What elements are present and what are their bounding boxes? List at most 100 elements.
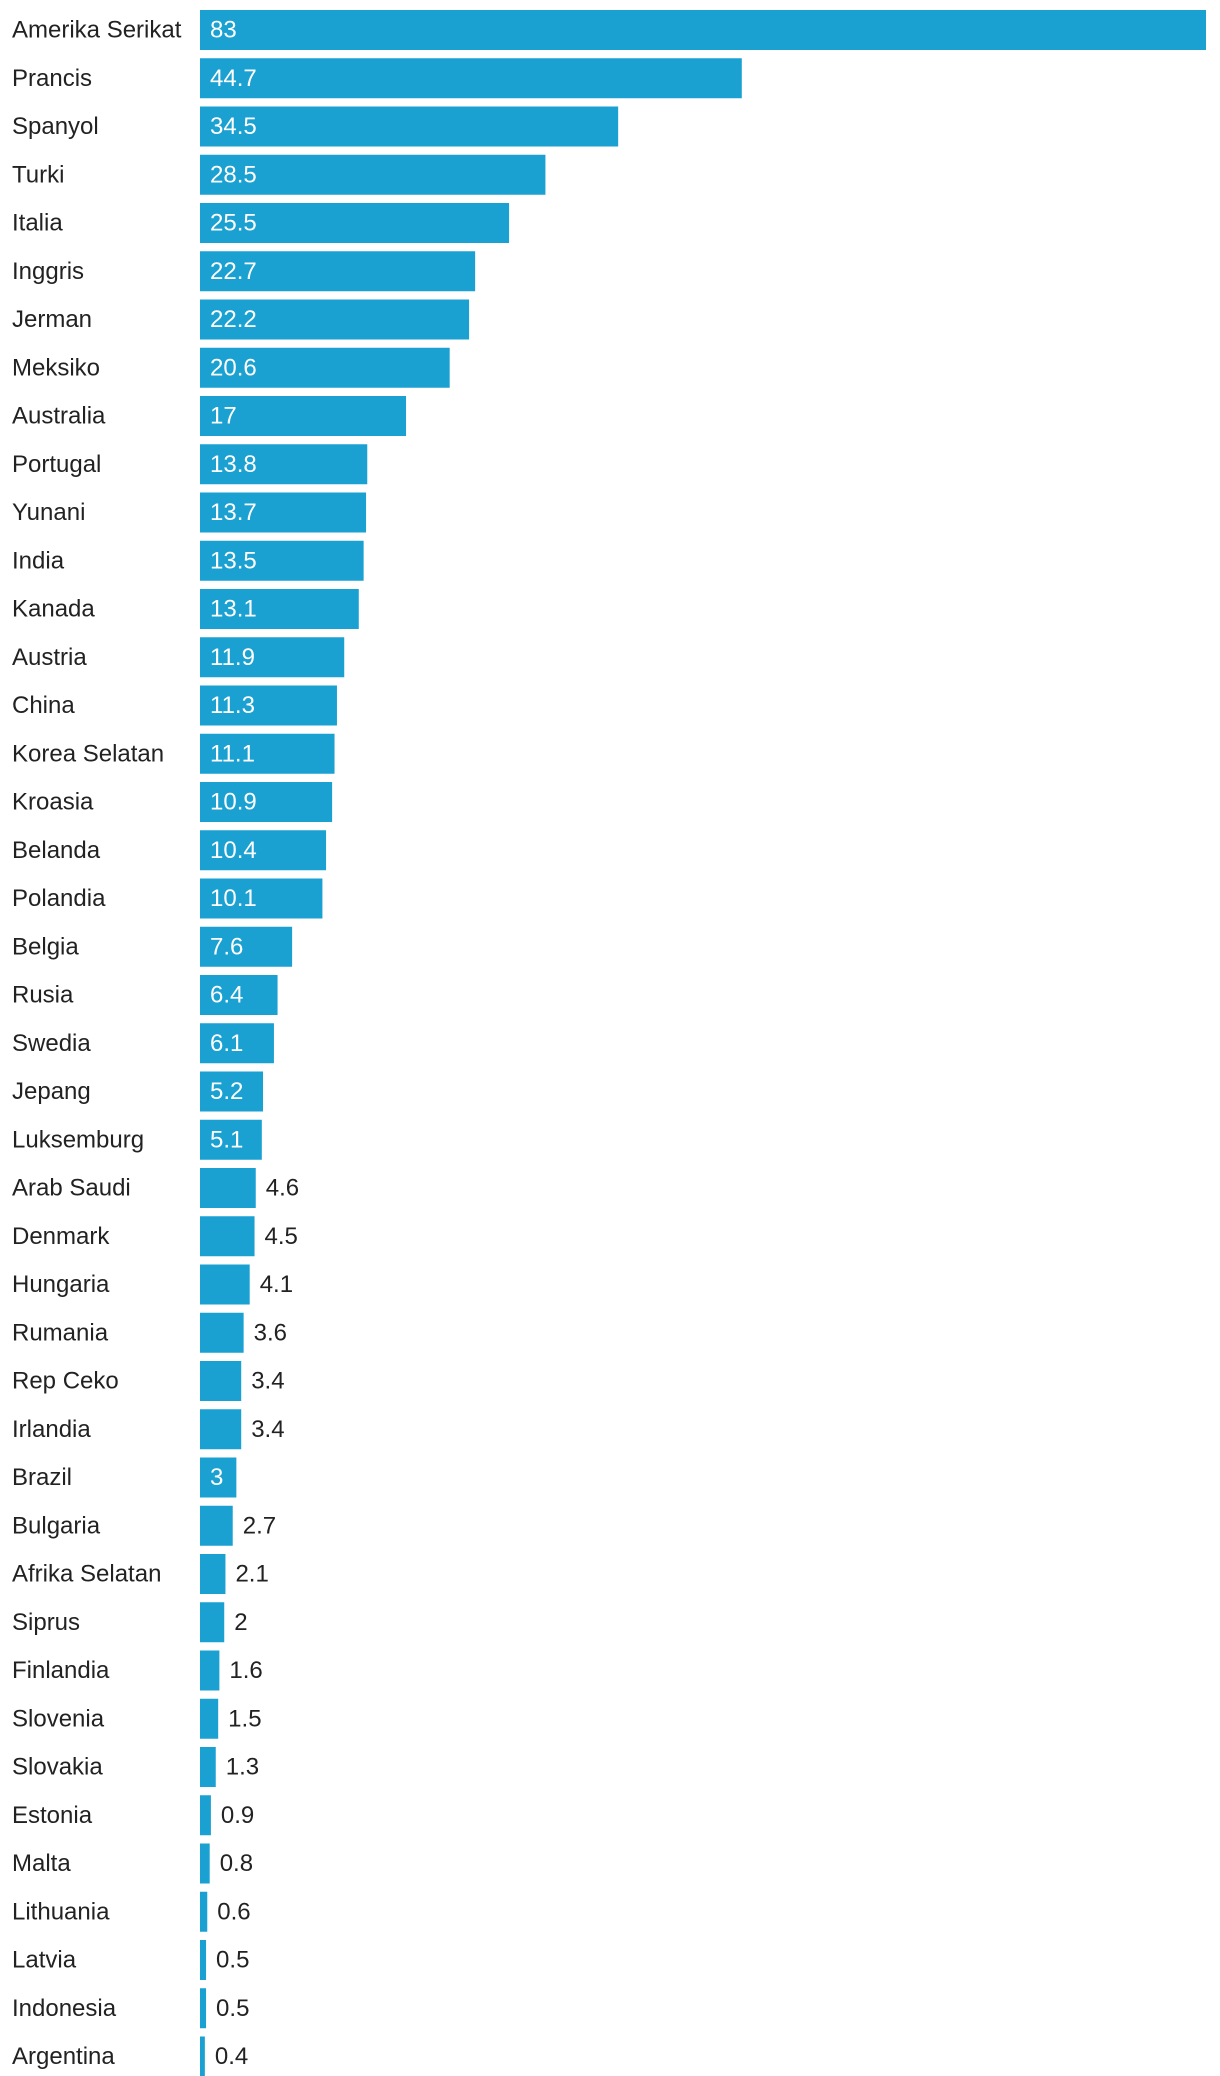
value-label-siprus: 2 [234,1609,247,1636]
bar-rusia [200,975,278,1015]
category-label-jerman: Jerman [12,306,92,333]
value-label-polandia: 10.1 [210,885,257,912]
category-label-spanyol: Spanyol [12,113,99,140]
category-label-australia: Australia [12,403,106,430]
category-label-austria: Austria [12,644,87,671]
category-label-afrika-selatan: Afrika Selatan [12,1561,161,1588]
category-label-malta: Malta [12,1850,71,1877]
bar-rep-ceko [200,1361,242,1401]
category-label-belanda: Belanda [12,837,101,864]
value-label-korea-selatan: 11.1 [210,740,255,767]
bar-india [200,540,364,581]
category-label-polandia: Polandia [12,885,106,912]
bar-korea-selatan [200,733,335,774]
bar-lithuania [200,1891,208,1932]
bar-meksiko [200,347,450,388]
value-label-irlandia: 3.4 [251,1416,284,1443]
bar-china [200,685,337,726]
category-label-rusia: Rusia [12,982,74,1009]
bar-malta [200,1843,210,1884]
category-label-inggris: Inggris [12,258,84,285]
value-label-italia: 25.5 [210,210,257,237]
value-label-rusia: 6.4 [210,982,243,1009]
category-label-lithuania: Lithuania [12,1898,110,1925]
category-label-luksemburg: Luksemburg [12,1126,144,1153]
bar-prancis [200,58,742,99]
bar-afrika-selatan [200,1554,226,1594]
category-labels: Amerika Serikat Prancis Spanyol Turki Italia… [12,17,182,2071]
bar-slovakia [200,1747,216,1787]
category-label-rep-ceko: Rep Ceko [12,1368,119,1395]
category-label-irlandia: Irlandia [12,1416,91,1443]
category-label-yunani: Yunani [12,499,85,526]
value-label-kroasia: 10.9 [210,789,257,816]
category-label-china: China [12,692,75,719]
category-label-slovakia: Slovakia [12,1754,103,1781]
bar-jerman [200,299,470,340]
category-label-amerika-serikat: Amerika Serikat [12,17,182,44]
bar-rumania [200,1312,244,1353]
value-label-arab-saudi: 4.6 [266,1175,299,1202]
category-label-prancis: Prancis [12,65,92,92]
value-label-brazil: 3 [210,1464,223,1491]
value-label-slovakia: 1.3 [226,1754,259,1781]
value-label-india: 13.5 [210,547,257,574]
bar-kanada [200,589,359,629]
category-label-latvia: Latvia [12,1947,77,1974]
bar-italia [200,203,510,243]
bar-slovenia [200,1698,219,1739]
category-label-india: India [12,547,65,574]
value-label-afrika-selatan: 2.1 [235,1561,268,1588]
category-label-arab-saudi: Arab Saudi [12,1175,131,1202]
bar-portugal [200,444,368,485]
category-label-denmark: Denmark [12,1223,110,1250]
bar-arab-saudi [200,1168,256,1208]
value-label-kanada: 13.1 [210,596,257,623]
value-label-china: 11.3 [210,692,255,719]
value-label-jepang: 5.2 [210,1078,243,1105]
category-label-estonia: Estonia [12,1802,93,1829]
value-label-latvia: 0.5 [216,1947,249,1974]
category-label-rumania: Rumania [12,1319,109,1346]
bar-australia [200,396,407,436]
bar-belgia [200,926,293,967]
category-label-argentina: Argentina [12,2043,115,2070]
bar-latvia [200,1940,207,1980]
category-label-jepang: Jepang [12,1078,91,1105]
value-label-finlandia: 1.6 [229,1657,262,1684]
category-label-kanada: Kanada [12,596,95,623]
bar-spanyol [200,106,619,147]
value-label-lithuania: 0.6 [217,1898,250,1925]
value-label-inggris: 22.7 [210,258,257,285]
value-label-yunani: 13.7 [210,499,257,526]
value-label-australia: 17 [210,403,237,430]
bar-denmark [200,1216,255,1257]
value-label-slovenia: 1.5 [228,1705,261,1732]
category-label-kroasia: Kroasia [12,789,94,816]
category-label-portugal: Portugal [12,451,101,478]
category-label-hungaria: Hungaria [12,1271,110,1298]
value-label-swedia: 6.1 [210,1030,243,1057]
category-label-indonesia: Indonesia [12,1995,117,2022]
bar-austria [200,637,345,678]
bar-siprus [200,1602,225,1643]
bar-indonesia [200,1988,207,2029]
bar-jepang [200,1071,264,1112]
category-label-belgia: Belgia [12,933,79,960]
bars [200,10,1206,2076]
bar-bulgaria [200,1505,233,1546]
bar-finlandia [200,1650,220,1691]
value-label-denmark: 4.5 [265,1223,298,1250]
bar-kroasia [200,782,333,822]
bar-yunani [200,492,367,533]
value-label-luksemburg: 5.1 [210,1126,243,1153]
bar-turki [200,154,546,195]
value-label-jerman: 22.2 [210,306,257,333]
category-label-turki: Turki [12,161,64,188]
category-label-brazil: Brazil [12,1464,72,1491]
value-label-hungaria: 4.1 [260,1271,293,1298]
category-label-siprus: Siprus [12,1609,80,1636]
value-label-portugal: 13.8 [210,451,257,478]
category-label-finlandia: Finlandia [12,1657,110,1684]
